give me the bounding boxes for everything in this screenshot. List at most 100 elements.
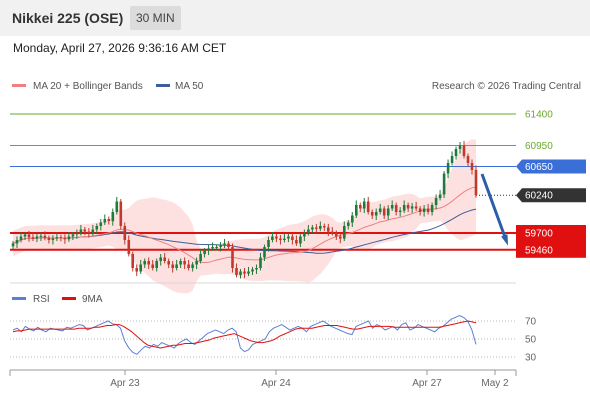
- candle-body: [123, 226, 127, 240]
- candle-body: [167, 261, 170, 265]
- rsi-tick-label: 30: [525, 353, 537, 364]
- x-axis-tick-label: Apr 23: [110, 378, 140, 389]
- rsi-ma-legend-label: 9MA: [82, 294, 103, 305]
- candle-body: [430, 205, 434, 212]
- candle-body: [402, 205, 406, 211]
- timeframe-badge[interactable]: 30 MIN: [130, 6, 181, 30]
- candle-body: [418, 208, 422, 212]
- x-axis: Apr 23 Apr 24 Apr 27 May 2: [110, 370, 509, 389]
- chart-datetime: Monday, April 27, 2026 9:36:16 AM CET: [13, 41, 227, 55]
- candle-body: [327, 227, 330, 232]
- candle-body: [434, 198, 438, 205]
- current-price-label: 60240: [525, 191, 553, 202]
- candle-body: [355, 205, 358, 216]
- candle-body: [143, 261, 146, 265]
- candle-body: [47, 237, 51, 240]
- candle-body: [43, 235, 47, 238]
- candle-body: [343, 226, 346, 239]
- candle-body: [215, 247, 218, 248]
- candle-body: [155, 261, 158, 268]
- candle-body: [323, 226, 326, 228]
- support-zone-tag: [516, 225, 586, 258]
- rsi-legend-label: RSI: [33, 294, 50, 305]
- candle-body: [466, 156, 470, 163]
- candle-body: [191, 264, 194, 268]
- support-level-pointer: [516, 228, 522, 238]
- rsi-legend-swatch: [12, 297, 26, 300]
- candle-body: [275, 236, 278, 239]
- candle-body: [374, 212, 378, 216]
- candle-body: [11, 243, 15, 247]
- candle-body: [255, 268, 258, 270]
- candle-body: [410, 206, 414, 209]
- candle-body: [339, 236, 342, 239]
- candle-body: [219, 245, 222, 247]
- rsi-plot: 30 50 70: [10, 315, 537, 364]
- credit-label: Research © 2026 Trading Central: [432, 81, 581, 92]
- candle-body: [406, 205, 410, 209]
- candle-body: [235, 268, 238, 275]
- ma50-legend-swatch: [156, 84, 170, 87]
- support-level-label: 59460: [525, 245, 553, 256]
- candle-body: [299, 236, 302, 244]
- candle-body: [263, 247, 266, 258]
- rsi-ma-legend-swatch: [62, 297, 76, 300]
- candle-body: [315, 227, 318, 229]
- candle-body: [291, 236, 294, 240]
- rsi-line: [12, 315, 477, 355]
- candle-body: [67, 236, 71, 240]
- price-plot: 61400 60950 60650 60240 59700 59460: [10, 110, 586, 294]
- candle-body: [75, 233, 79, 235]
- candle-body: [39, 235, 43, 237]
- candle-body: [227, 243, 230, 247]
- candle-body: [107, 219, 111, 222]
- candle-body: [35, 236, 39, 239]
- candle-body: [335, 233, 338, 237]
- candle-body: [59, 237, 63, 239]
- x-axis-tick-label: Apr 24: [261, 378, 291, 389]
- candle-body: [187, 264, 190, 268]
- candle-body: [79, 229, 83, 233]
- candle-body: [370, 212, 374, 216]
- candle-body: [211, 247, 214, 249]
- candle-body: [111, 212, 115, 222]
- current-price-label-tag: [516, 188, 586, 203]
- candle-body: [175, 264, 178, 268]
- candle-body: [251, 269, 254, 272]
- candle-body: [311, 227, 314, 230]
- candle-body: [279, 238, 282, 240]
- candle-body: [139, 264, 142, 272]
- candle-body: [91, 229, 95, 233]
- candle-body: [446, 163, 450, 174]
- candle-body: [115, 201, 119, 212]
- x-axis-tick-label: Apr 27: [412, 378, 442, 389]
- candle-body: [307, 229, 310, 233]
- candle-body: [474, 170, 478, 196]
- candle-body: [295, 240, 298, 244]
- candle-body: [199, 254, 202, 261]
- candle-body: [351, 215, 354, 223]
- candle-body: [195, 261, 198, 265]
- chart-header: Nikkei 225 (OSE) 30 MIN: [0, 0, 590, 36]
- rsi-tick-label: 70: [525, 317, 537, 328]
- candle-body: [99, 222, 103, 226]
- candle-body: [27, 234, 31, 238]
- candle-body: [247, 271, 250, 274]
- candle-body: [283, 238, 286, 240]
- forecast-arrow: [480, 173, 508, 241]
- candle-body: [127, 240, 131, 254]
- candle-body: [207, 248, 210, 251]
- candle-body: [231, 247, 234, 268]
- candle-body: [151, 264, 154, 268]
- candle-body: [422, 208, 426, 212]
- candle-body: [386, 208, 390, 216]
- candle-body: [450, 156, 454, 163]
- resistance-level-label: 60950: [525, 141, 553, 152]
- candle-body: [442, 173, 446, 195]
- candle-body: [267, 240, 270, 247]
- candle-body: [119, 201, 123, 226]
- instrument-title: Nikkei 225 (OSE): [12, 10, 124, 26]
- candle-body: [223, 243, 226, 246]
- candle-body: [135, 268, 138, 272]
